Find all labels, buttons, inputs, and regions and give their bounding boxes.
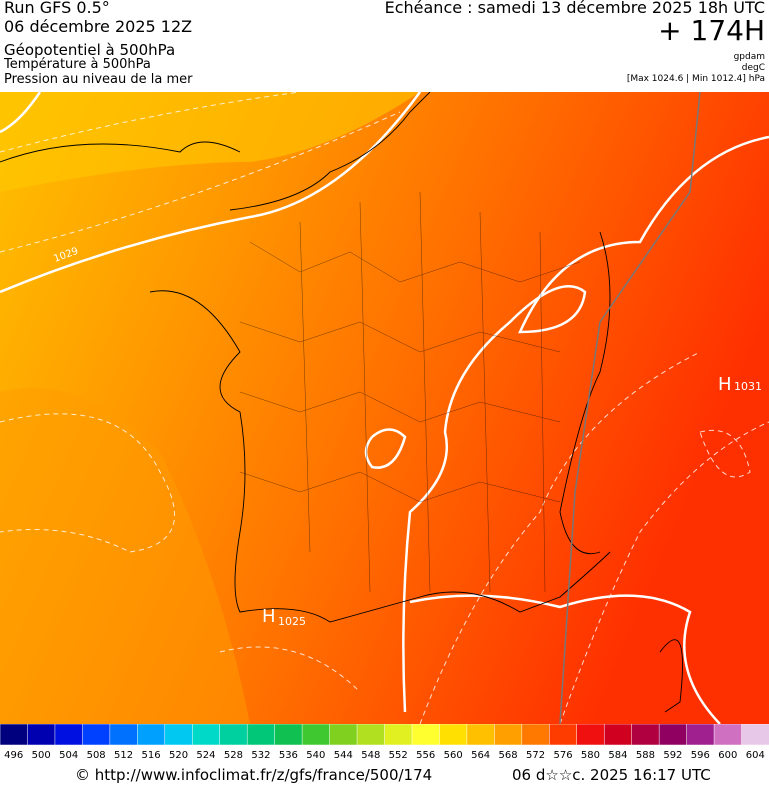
colorbar-label: 556	[416, 750, 435, 761]
map: 1029 H 1025 H 1031	[0, 92, 769, 724]
colorbar-label: 584	[608, 750, 627, 761]
colorbar-label: 536	[279, 750, 298, 761]
colorbar-cell	[329, 724, 358, 746]
colorbar-cell	[713, 724, 743, 746]
colorbar-cell	[439, 724, 468, 746]
pressure-center: H	[718, 374, 732, 395]
colorbar-cell	[384, 724, 413, 746]
colorbar-cell	[274, 724, 303, 746]
colorbar-cell	[192, 724, 221, 746]
colorbar-label: 520	[169, 750, 188, 761]
colorbar-label: 504	[59, 750, 78, 761]
colorbar-label: 596	[691, 750, 710, 761]
colorbar-label: 576	[553, 750, 572, 761]
colorbar-cell	[411, 724, 441, 746]
field-shading	[0, 388, 250, 724]
colorbar-cell	[521, 724, 551, 746]
colorbar-cell	[576, 724, 605, 746]
colorbar-cell	[658, 724, 688, 746]
colorbar-label: 500	[32, 750, 51, 761]
colorbar-label: 600	[718, 750, 737, 761]
isobars	[0, 92, 769, 724]
unit: gpdam	[733, 52, 765, 62]
colorbar-cell	[466, 724, 496, 746]
colorbar-cell	[109, 724, 139, 746]
colorbar-label: 580	[581, 750, 600, 761]
colorbar-label: 516	[142, 750, 161, 761]
colorbar-label: 592	[663, 750, 682, 761]
colorbar-label: 540	[306, 750, 325, 761]
colorbar-label: 572	[526, 750, 545, 761]
colorbar-label: 552	[389, 750, 408, 761]
coastline	[0, 92, 683, 713]
colorbar-label: 544	[334, 750, 353, 761]
colorbar-cell	[603, 724, 633, 746]
colorbar-cell	[246, 724, 276, 746]
pressure-center: H	[262, 606, 276, 627]
colorbar-cell	[686, 724, 715, 746]
run-label: Run GFS 0.5°	[4, 0, 110, 17]
source-url: © http://www.infoclimat.fr/z/gfs/france/…	[75, 766, 433, 784]
pressure-value: 1031	[734, 380, 762, 393]
geopotential-contours	[0, 92, 769, 724]
colorbar-cell	[631, 724, 660, 746]
colorbar-cell	[494, 724, 523, 746]
colorbar-cell	[356, 724, 386, 746]
colorbar-cell	[137, 724, 166, 746]
colorbar-cell	[301, 724, 331, 746]
colorbar: 496 500 504 508 512 516 520 524 528 532 536 540 544 5…	[0, 724, 769, 761]
colorbar-label: 548	[361, 750, 380, 761]
field-title: Géopotentiel à 500hPa	[4, 41, 176, 59]
colorbar-label: 496	[4, 750, 23, 761]
pressure-range: [Max 1024.6 | Min 1012.4] hPa	[626, 74, 765, 84]
colorbar-label: 604	[746, 750, 765, 761]
lead-time: + 174H	[658, 14, 765, 47]
colorbar-label: 524	[196, 750, 215, 761]
departments	[239, 191, 581, 593]
pressure-value: 1025	[278, 615, 306, 628]
colorbar-label: 564	[471, 750, 490, 761]
colorbar-label: 508	[87, 750, 106, 761]
colorbar-cell	[741, 724, 769, 746]
colorbar-label: 532	[251, 750, 270, 761]
colorbar-cell	[0, 724, 29, 746]
colorbar-label: 568	[499, 750, 518, 761]
unit: degC	[741, 63, 765, 73]
timestamp: 06 d☆☆c. 2025 16:17 UTC	[512, 766, 711, 784]
field-subtitle: Pression au niveau de la mer	[4, 72, 193, 87]
field-subtitle: Température à 500hPa	[4, 57, 151, 72]
run-date: 06 décembre 2025 12Z	[4, 17, 193, 36]
colorbar-label: 528	[224, 750, 243, 761]
colorbar-cell	[54, 724, 84, 746]
valid-time: Echéance : samedi 13 décembre 2025 18h U…	[384, 0, 765, 17]
colorbar-cell	[219, 724, 248, 746]
colorbar-label: 512	[114, 750, 133, 761]
colorbar-cell	[549, 724, 578, 746]
colorbar-label: 588	[636, 750, 655, 761]
colorbar-cell	[82, 724, 111, 746]
colorbar-cell	[27, 724, 56, 746]
border	[559, 92, 701, 724]
colorbar-label: 560	[444, 750, 463, 761]
colorbar-cell	[164, 724, 194, 746]
